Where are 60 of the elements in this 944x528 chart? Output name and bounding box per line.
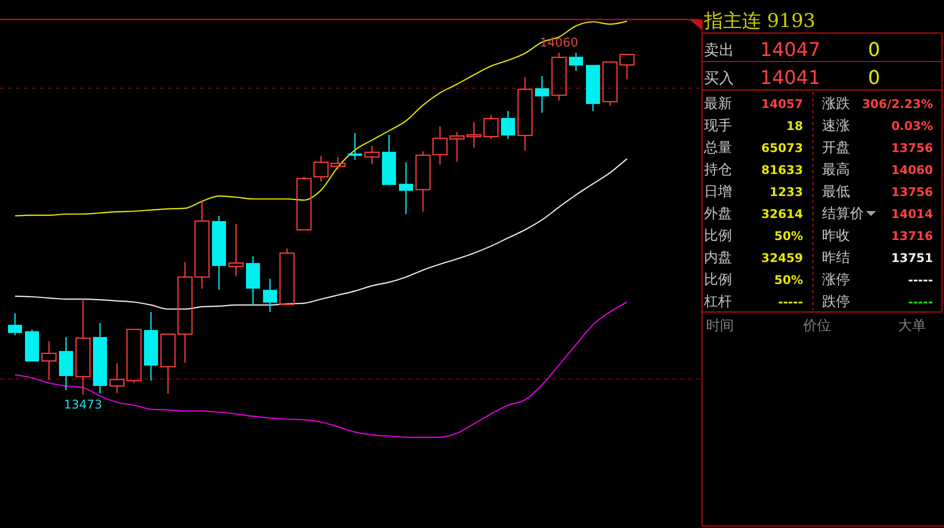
candlestick <box>75 298 91 396</box>
text: 1233 <box>770 185 803 199</box>
text: 14047 <box>760 39 820 61</box>
text: 涨停 <box>822 272 850 288</box>
text: 大单 <box>898 318 926 334</box>
text: 比例 <box>704 228 732 244</box>
text: 持仓 <box>704 162 732 178</box>
text: 速涨 <box>822 118 850 134</box>
text: 32459 <box>761 251 803 265</box>
candlestick <box>228 223 244 278</box>
text: 价位 <box>802 318 831 334</box>
text: 14057 <box>761 97 803 111</box>
candlestick <box>432 126 448 166</box>
text: 50% <box>774 229 803 243</box>
text: 总量 <box>703 140 732 156</box>
text: 18 <box>786 119 803 133</box>
text: 卖出 <box>704 41 734 59</box>
annotation: 13473 <box>64 398 102 412</box>
text: 13751 <box>891 251 933 265</box>
text: 13756 <box>891 141 933 155</box>
text: 开盘 <box>822 140 850 156</box>
text: 最新 <box>704 96 732 112</box>
text: 306/2.23% <box>862 97 933 111</box>
text: 结算价 <box>822 206 864 222</box>
text: 外盘 <box>704 206 732 222</box>
text: 跌停 <box>822 294 850 310</box>
text: ----- <box>908 273 934 287</box>
text: 14041 <box>760 67 820 89</box>
text: 最高 <box>822 162 850 178</box>
text: 现手 <box>704 118 732 134</box>
text: 13716 <box>891 229 933 243</box>
text: 昨结 <box>822 250 850 266</box>
text: 0 <box>868 39 880 61</box>
candlestick <box>194 200 210 290</box>
text: ----- <box>908 295 934 309</box>
candlestick <box>466 121 482 148</box>
candlestick <box>177 261 193 364</box>
text: 50% <box>774 273 803 287</box>
text: 昨收 <box>822 228 850 244</box>
text: 内盘 <box>704 250 732 266</box>
text: 时间 <box>706 318 734 334</box>
text: 0.03% <box>891 119 933 133</box>
text: 0 <box>868 67 880 89</box>
text: 比例 <box>704 272 732 288</box>
text: 最低 <box>822 184 850 200</box>
text: 杠杆 <box>703 294 732 310</box>
candlestick <box>41 340 57 380</box>
text: 日增 <box>704 184 732 200</box>
text: 81633 <box>761 163 803 177</box>
text: 14014 <box>891 207 933 221</box>
annotation: 14060 <box>540 36 578 50</box>
text: 14060 <box>891 163 933 177</box>
text: 65073 <box>761 141 803 155</box>
text: 指主连 9193 <box>703 10 816 32</box>
text: 32614 <box>761 207 803 221</box>
text: 买入 <box>704 69 734 87</box>
text: 涨跌 <box>822 96 850 112</box>
text: 13756 <box>891 185 933 199</box>
text: ----- <box>778 295 804 309</box>
candlestick <box>517 76 533 152</box>
